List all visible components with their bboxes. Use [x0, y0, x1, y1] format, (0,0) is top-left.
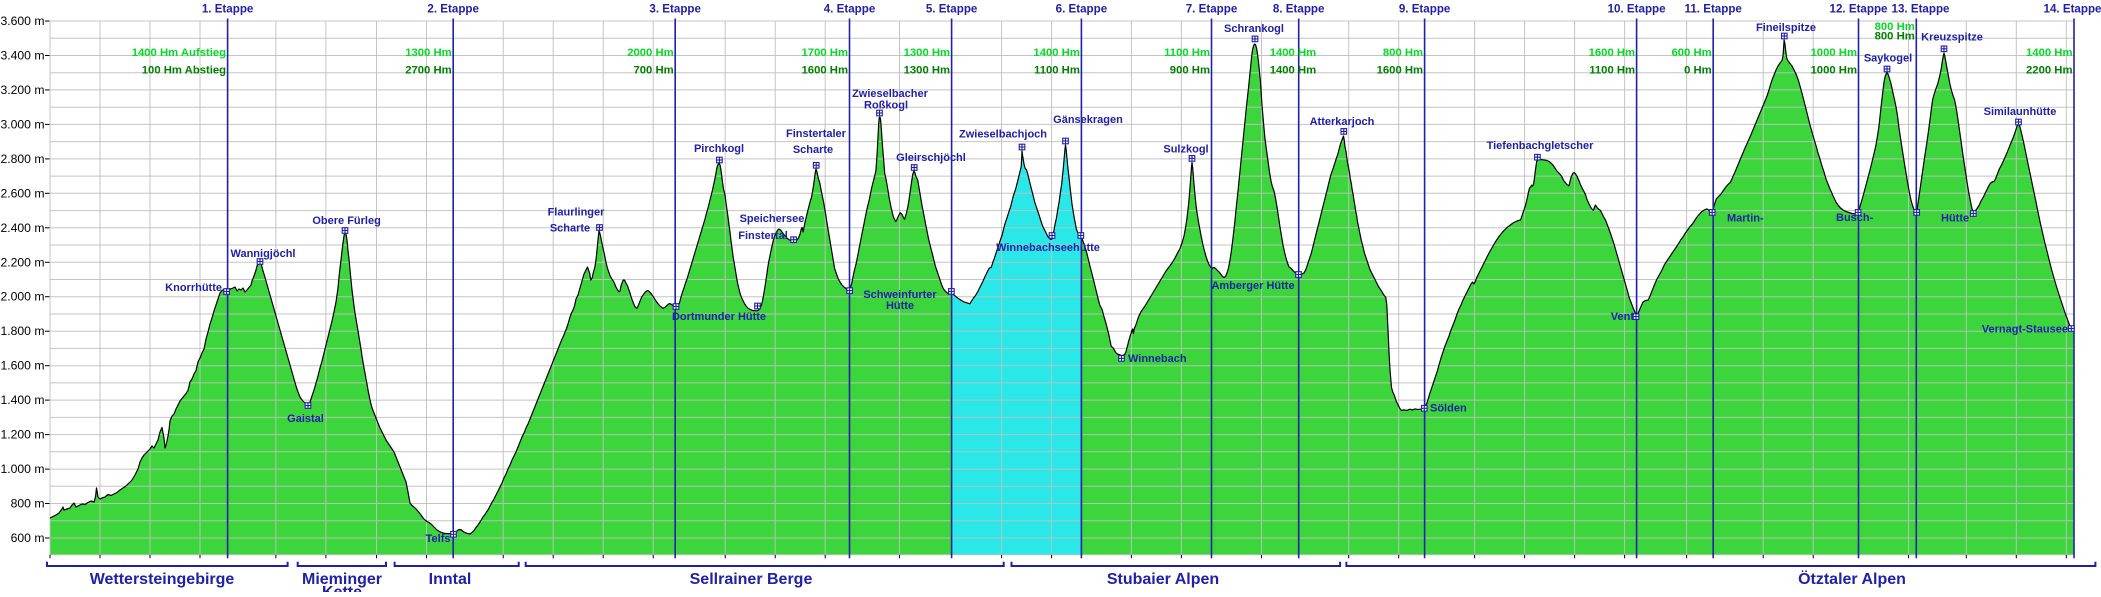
svg-text:1100 Hm: 1100 Hm — [1164, 47, 1210, 59]
svg-text:Ötztaler Alpen: Ötztaler Alpen — [1798, 569, 1906, 588]
svg-text:8. Etappe: 8. Etappe — [1273, 3, 1325, 16]
svg-text:1400 Hm: 1400 Hm — [1033, 47, 1079, 59]
svg-text:Atterkarjoch: Atterkarjoch — [1310, 116, 1375, 128]
svg-text:4. Etappe: 4. Etappe — [824, 3, 876, 16]
svg-text:Fineilspitze: Fineilspitze — [1756, 22, 1816, 34]
svg-text:6. Etappe: 6. Etappe — [1056, 3, 1108, 16]
svg-text:Finstertaler: Finstertaler — [786, 128, 847, 140]
svg-text:Tiefenbachgletscher: Tiefenbachgletscher — [1487, 140, 1594, 152]
svg-text:Hütte: Hütte — [886, 300, 914, 312]
svg-text:1300 Hm: 1300 Hm — [405, 47, 451, 59]
svg-text:Winnebachseehütte: Winnebachseehütte — [996, 242, 1100, 254]
svg-text:3.600 m: 3.600 m — [0, 14, 44, 28]
svg-text:Telfs: Telfs — [426, 533, 451, 545]
svg-text:11. Etappe: 11. Etappe — [1685, 3, 1743, 16]
svg-text:2000 Hm: 2000 Hm — [627, 47, 673, 59]
svg-text:Inntal: Inntal — [429, 571, 472, 588]
svg-text:Stubaier Alpen: Stubaier Alpen — [1107, 571, 1219, 588]
svg-text:800 Hm: 800 Hm — [1875, 31, 1915, 43]
svg-text:12. Etappe: 12. Etappe — [1830, 3, 1889, 16]
svg-text:5. Etappe: 5. Etappe — [926, 3, 978, 16]
svg-text:1100 Hm: 1100 Hm — [1034, 64, 1080, 76]
svg-text:1.800 m: 1.800 m — [0, 324, 44, 338]
svg-text:Vernagt-Stausee: Vernagt-Stausee — [1982, 324, 2068, 336]
svg-text:Obere Fürleg: Obere Fürleg — [312, 215, 380, 227]
svg-text:Sölden: Sölden — [1430, 403, 1467, 415]
svg-text:14. Etappe: 14. Etappe — [2044, 3, 2101, 16]
svg-text:2700 Hm: 2700 Hm — [405, 64, 451, 76]
svg-text:Dortmunder Hütte: Dortmunder Hütte — [672, 311, 766, 323]
svg-text:1400 Hm: 1400 Hm — [1270, 47, 1316, 59]
svg-text:3.000 m: 3.000 m — [0, 117, 44, 131]
svg-text:0 Hm: 0 Hm — [1684, 64, 1712, 76]
svg-text:Gänsekragen: Gänsekragen — [1053, 114, 1123, 126]
svg-text:1.400 m: 1.400 m — [0, 393, 44, 407]
svg-text:1100 Hm: 1100 Hm — [1589, 64, 1635, 76]
svg-text:Wettersteingebirge: Wettersteingebirge — [90, 571, 235, 588]
svg-text:Schrankogl: Schrankogl — [1224, 23, 1284, 35]
svg-text:1000 Hm: 1000 Hm — [1811, 47, 1857, 59]
svg-text:13. Etappe: 13. Etappe — [1892, 3, 1951, 16]
svg-text:1.000 m: 1.000 m — [0, 462, 44, 476]
svg-text:Sellrainer Berge: Sellrainer Berge — [690, 571, 813, 588]
svg-text:Vent: Vent — [1611, 311, 1635, 323]
svg-text:Finstertal: Finstertal — [738, 230, 788, 242]
svg-text:2.200 m: 2.200 m — [0, 255, 44, 269]
svg-text:Speichersee: Speichersee — [740, 213, 805, 225]
svg-text:1600 Hm: 1600 Hm — [802, 64, 848, 76]
svg-text:1600 Hm: 1600 Hm — [1589, 47, 1635, 59]
svg-text:Hütte: Hütte — [1941, 213, 1969, 225]
svg-text:Amberger Hütte: Amberger Hütte — [1211, 280, 1294, 292]
svg-text:600 m: 600 m — [11, 531, 45, 545]
svg-text:Knorrhütte: Knorrhütte — [165, 282, 222, 294]
svg-text:Gaistal: Gaistal — [287, 413, 324, 425]
svg-text:Winnebach: Winnebach — [1128, 353, 1187, 365]
svg-text:Kette: Kette — [322, 584, 362, 592]
svg-text:Zwieselbachjoch: Zwieselbachjoch — [959, 129, 1047, 141]
svg-text:Similaunhütte: Similaunhütte — [1984, 106, 2057, 118]
svg-text:900 Hm: 900 Hm — [1170, 64, 1210, 76]
svg-text:1. Etappe: 1. Etappe — [202, 3, 254, 16]
svg-text:800 m: 800 m — [11, 497, 45, 511]
svg-text:Wannigjöchl: Wannigjöchl — [231, 248, 296, 260]
svg-text:Saykogel: Saykogel — [1864, 53, 1912, 65]
svg-text:700 Hm: 700 Hm — [633, 64, 673, 76]
svg-text:600 Hm: 600 Hm — [1671, 47, 1711, 59]
svg-text:1400 Hm: 1400 Hm — [1270, 64, 1316, 76]
svg-text:2200 Hm: 2200 Hm — [2026, 64, 2072, 76]
svg-text:1400 Hm: 1400 Hm — [2026, 47, 2072, 59]
svg-text:Pirchkogl: Pirchkogl — [694, 143, 744, 155]
svg-text:3.400 m: 3.400 m — [0, 49, 44, 63]
svg-text:1600 Hm: 1600 Hm — [1377, 64, 1423, 76]
svg-text:800 Hm: 800 Hm — [1383, 47, 1423, 59]
svg-text:1300 Hm: 1300 Hm — [904, 47, 950, 59]
svg-text:Flaurlinger: Flaurlinger — [548, 207, 606, 219]
svg-text:Busch-: Busch- — [1836, 212, 1874, 224]
svg-text:7. Etappe: 7. Etappe — [1186, 3, 1238, 16]
svg-text:1.600 m: 1.600 m — [0, 359, 44, 373]
svg-text:1.200 m: 1.200 m — [0, 428, 44, 442]
svg-text:Scharte: Scharte — [793, 144, 833, 156]
svg-text:Zwieselbacher: Zwieselbacher — [852, 88, 929, 100]
svg-text:2.400 m: 2.400 m — [0, 221, 44, 235]
svg-text:1400 Hm Aufstieg: 1400 Hm Aufstieg — [132, 47, 226, 59]
svg-text:Kreuzspitze: Kreuzspitze — [1921, 32, 1983, 44]
svg-text:1000 Hm: 1000 Hm — [1811, 64, 1857, 76]
svg-text:Scharte: Scharte — [550, 223, 590, 235]
svg-text:3. Etappe: 3. Etappe — [649, 3, 701, 16]
svg-text:2.800 m: 2.800 m — [0, 152, 44, 166]
svg-text:Gleirschjöchl: Gleirschjöchl — [896, 152, 966, 164]
svg-text:10. Etappe: 10. Etappe — [1608, 3, 1667, 16]
svg-text:3.200 m: 3.200 m — [0, 83, 44, 97]
svg-text:100 Hm Abstieg: 100 Hm Abstieg — [142, 64, 226, 76]
svg-text:2.600 m: 2.600 m — [0, 186, 44, 200]
svg-text:2. Etappe: 2. Etappe — [427, 3, 479, 16]
svg-text:1300 Hm: 1300 Hm — [904, 64, 950, 76]
svg-text:2.000 m: 2.000 m — [0, 290, 44, 304]
svg-text:1700 Hm: 1700 Hm — [802, 47, 848, 59]
svg-text:Roßkogl: Roßkogl — [864, 100, 908, 112]
svg-text:9. Etappe: 9. Etappe — [1399, 3, 1451, 16]
svg-text:Martin-: Martin- — [1727, 213, 1764, 225]
svg-text:Sulzkogl: Sulzkogl — [1163, 144, 1208, 156]
